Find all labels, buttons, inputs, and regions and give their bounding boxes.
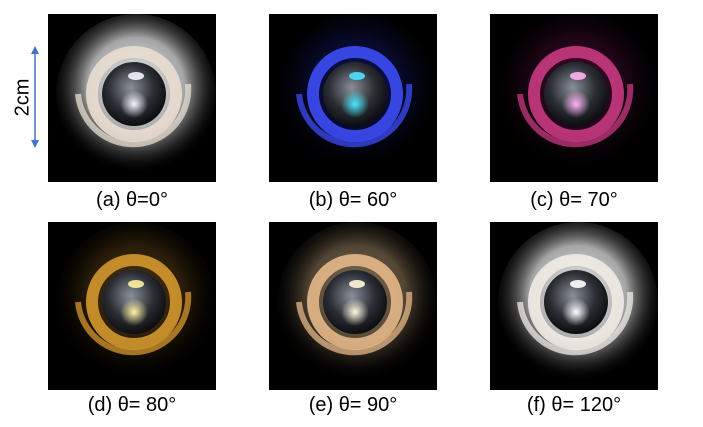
caption-d: (d) θ= 80° [87,394,177,416]
scale-label: 2cm [11,78,34,117]
caption-f: (f) θ= 120° [526,394,622,416]
caption-e: (e) θ= 90° [308,394,398,416]
caption-c: (c) θ= 70° [530,189,618,211]
caption-a: (a) θ=0° [96,189,168,211]
scale-bar: 2cm [5,46,49,148]
photo-panel-a [48,14,216,182]
photo-panel-b [269,14,437,182]
scale-arrow-icon [31,46,39,148]
photo-panel-e [269,222,437,390]
lamp-photo-f [490,222,658,390]
photo-panel-c [490,14,658,182]
photo-panel-f [490,222,658,390]
lamp-photo-d [48,222,216,390]
lamp-photo-a [48,14,216,182]
lamp-photo-c [490,14,658,182]
lamp-photo-e [269,222,437,390]
lamp-photo-b [269,14,437,182]
caption-b: (b) θ= 60° [308,189,398,211]
photo-panel-d [48,222,216,390]
